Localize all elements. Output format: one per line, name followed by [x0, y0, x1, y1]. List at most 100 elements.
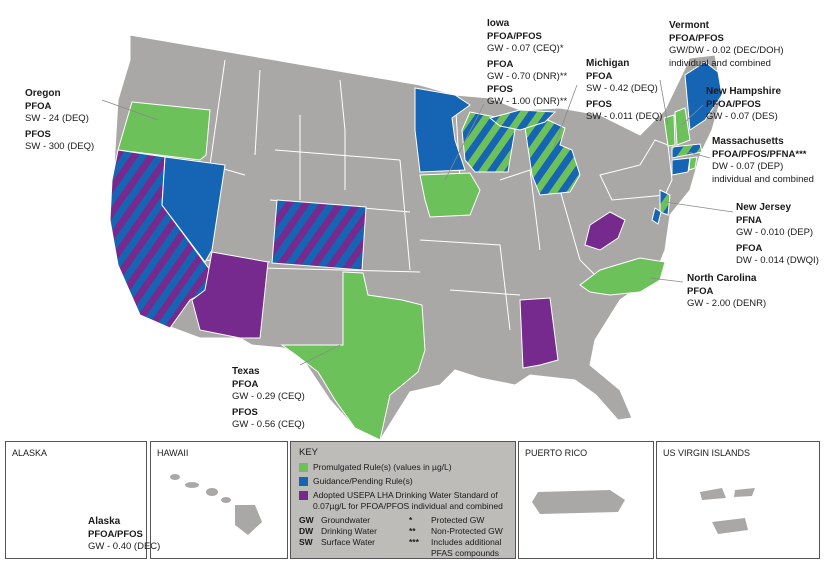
value: GW/DW - 0.02 (DEC/DOH): [669, 45, 784, 56]
key-label: Guidance/Pending Rule(s): [313, 476, 413, 486]
key-label: 0.07µg/L for PFOA/PFOS individual and co…: [313, 501, 503, 511]
state-michigan-up: [488, 109, 557, 131]
state-name: Iowa: [487, 18, 510, 29]
state-alabama: [519, 297, 559, 369]
chemical: PFOA/PFOS: [669, 32, 724, 44]
inset-title: US VIRGIN ISLANDS: [663, 448, 751, 458]
value: individual and combined: [712, 173, 814, 185]
label-new-jersey: New Jersey PFNA GW - 0.010 (DEP) PFOA DW…: [736, 202, 819, 268]
value: GW - 0.29 (CEQ): [232, 391, 305, 402]
state-connecticut: [671, 157, 691, 176]
puerto-rico-shape: [532, 490, 625, 514]
state-name: Vermont: [669, 20, 710, 31]
label-iowa: Iowa PFOA/PFOS GW - 0.07 (CEQ)* PFOA GW …: [487, 18, 567, 109]
contiguous-us: [112, 34, 723, 441]
chemical: PFNA: [736, 214, 762, 226]
key-promulgated: Promulgated Rule(s) (values in µg/L): [299, 462, 452, 473]
state-michigan: [524, 119, 581, 196]
chemical: PFOS: [586, 98, 612, 110]
swatch-blue: [299, 477, 308, 486]
map-key: KEY Promulgated Rule(s) (values in µg/L)…: [290, 441, 516, 559]
inset-title: ALASKA: [12, 448, 48, 458]
state-name: Michigan: [586, 58, 630, 69]
state-nevada: [161, 156, 226, 263]
value: DW - 0.014 (DWQI): [736, 255, 819, 266]
state-name: New Hampshire: [706, 86, 782, 97]
value: SW - 0.011 (DEQ): [586, 111, 663, 122]
value: GW - 0.56 (CEQ): [232, 419, 305, 430]
state-name: Massachusetts: [712, 136, 784, 147]
label-north-carolina: North Carolina PFOA GW - 2.00 (DENR): [687, 273, 766, 311]
chemical: PFOA: [232, 378, 259, 390]
label-massachusetts: Massachusetts PFOA/PFOS/PFNA*** DW - 0.0…: [712, 136, 814, 186]
state-minnesota: [414, 87, 471, 173]
value: GW - 0.40 (DEC): [88, 541, 161, 552]
value: GW - 0.07 (DES): [706, 111, 778, 122]
abbr-dw: DW Drinking Water: [299, 526, 377, 536]
state-name: Alaska: [88, 516, 121, 527]
inset-title: HAWAII: [157, 448, 189, 458]
chemical: PFOA: [586, 70, 613, 82]
chemical: PFOS: [25, 128, 51, 140]
chemical: PFOA/PFOS: [487, 30, 542, 42]
value: GW - 0.70 (DNR)**: [487, 71, 568, 82]
chemical: PFOS: [487, 83, 513, 95]
state-new-jersey: [659, 189, 671, 216]
state-new-hampshire: [674, 107, 691, 146]
value: DW - 0.07 (DEP): [712, 161, 784, 172]
inset-puerto-rico: PUERTO RICO: [518, 441, 654, 559]
state-oregon: [117, 101, 211, 161]
inset-virgin-islands: US VIRGIN ISLANDS: [656, 441, 820, 559]
state-colorado: [271, 199, 367, 271]
value: SW - 300 (DEQ): [25, 141, 95, 152]
state-massachusetts: [671, 143, 703, 159]
abbr-gw: GW Groundwater: [299, 515, 371, 525]
chemical: PFOA/PFOS: [706, 98, 761, 110]
label-oregon: Oregon PFOA SW - 24 (DEQ) PFOS SW - 300 …: [25, 88, 94, 154]
value: SW - 24 (DEQ): [25, 113, 89, 124]
state-delaware: [651, 207, 662, 225]
state-name: New Jersey: [736, 202, 792, 213]
value: GW - 0.07 (CEQ)*: [487, 43, 564, 54]
state-texas: [280, 271, 426, 441]
inset-alaska: ALASKA: [5, 441, 147, 559]
value: SW - 0.42 (DEQ): [586, 83, 658, 94]
note-additional-pfas: *** Includes additional PFAS compounds: [409, 537, 502, 558]
key-adopted: Adopted USEPA LHA Drinking Water Standar…: [299, 490, 503, 512]
chemical: PFOA: [687, 285, 714, 297]
chemical: PFOA/PFOS: [88, 528, 143, 540]
note-non-protected: ** Non-Protected GW: [409, 526, 503, 536]
state-rhode-island: [688, 156, 698, 171]
value: GW - 0.010 (DEP): [736, 227, 814, 238]
state-iowa: [419, 172, 481, 218]
key-title: KEY: [299, 447, 319, 458]
key-label: Adopted USEPA LHA Drinking Water Standar…: [313, 490, 498, 500]
value: individual and combined: [669, 57, 771, 69]
state-new-york: [599, 139, 673, 201]
inset-title: PUERTO RICO: [525, 448, 588, 458]
value: GW - 1.00 (DNR)**: [487, 96, 568, 107]
state-name: Texas: [232, 366, 260, 377]
state-arizona: [191, 251, 269, 339]
label-new-hampshire: New Hampshire PFOA/PFOS GW - 0.07 (DES): [706, 86, 781, 124]
value: GW - 2.00 (DENR): [687, 298, 767, 309]
swatch-purple: [299, 491, 308, 500]
chemical: PFOA: [25, 100, 52, 112]
inset-hawaii: HAWAII: [150, 441, 288, 559]
state-name: Oregon: [25, 88, 61, 99]
key-guidance: Guidance/Pending Rule(s): [299, 476, 413, 487]
chemical: PFOA: [487, 58, 514, 70]
label-vermont: Vermont PFOA/PFOS GW/DW - 0.02 (DEC/DOH)…: [669, 20, 784, 70]
key-label: Promulgated Rule(s) (values in µg/L): [313, 462, 452, 472]
note-protected: * Protected GW: [409, 515, 485, 525]
chemical: PFOA/PFOS/PFNA***: [712, 148, 807, 160]
leader-lines: [101, 79, 734, 366]
state-west-virginia: [584, 211, 626, 251]
chemical: PFOA: [736, 242, 763, 254]
label-texas: Texas PFOA GW - 0.29 (CEQ) PFOS GW - 0.5…: [232, 366, 305, 432]
hawaii-islands: [170, 474, 262, 535]
virgin-islands-shapes: [700, 488, 755, 534]
abbr-sw: SW Surface Water: [299, 537, 376, 547]
label-alaska: Alaska PFOA/PFOS GW - 0.40 (DEC): [88, 516, 160, 554]
state-north-carolina: [579, 257, 666, 296]
